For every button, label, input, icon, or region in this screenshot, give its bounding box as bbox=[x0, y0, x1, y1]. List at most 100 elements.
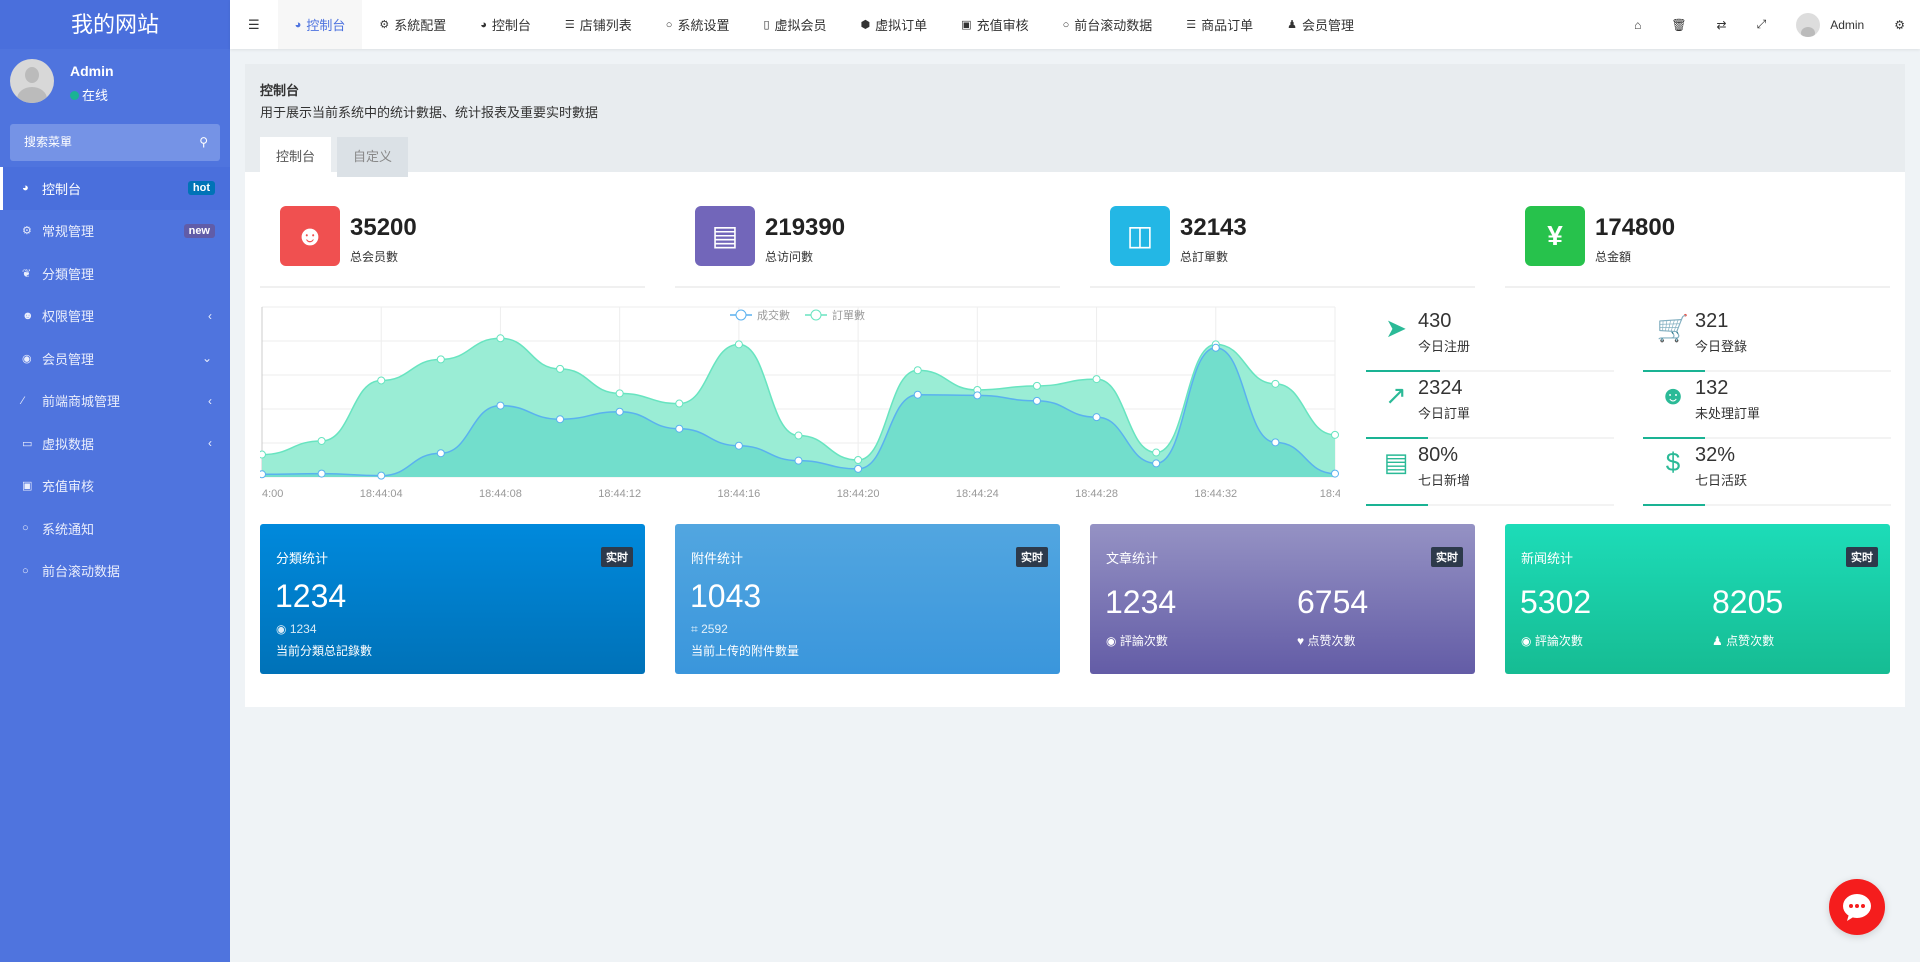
sidebar-item-label: 权限管理 bbox=[42, 309, 95, 325]
stat-card: ¥174800 总金額 bbox=[1505, 206, 1890, 288]
nav-tab-label: 虚拟订单 bbox=[875, 18, 928, 33]
nav-tab[interactable]: ▯ 虚拟会员 bbox=[746, 0, 843, 49]
series-area bbox=[262, 347, 1335, 477]
nav-tab[interactable]: ♟ 会员管理 bbox=[1270, 0, 1371, 49]
sidebar-item[interactable]: ☻ 权限管理 ‹ bbox=[0, 295, 230, 338]
data-point bbox=[556, 415, 565, 424]
sidebar-item-label: 系统通知 bbox=[42, 521, 95, 537]
mini-label: 今日訂單 bbox=[1418, 406, 1471, 421]
mini-stat: 🛒 321 今日登錄 bbox=[1643, 305, 1905, 372]
sidebar-item[interactable]: ⁄ 前端商城管理 ‹ bbox=[0, 380, 230, 423]
x-tick-label: 18:44:04 bbox=[360, 488, 403, 500]
nav-tab[interactable]: ☰ 商品订单 bbox=[1169, 0, 1270, 49]
data-point bbox=[556, 364, 565, 373]
chevron-icon[interactable]: ‹ bbox=[208, 308, 212, 323]
legend-marker bbox=[810, 309, 822, 321]
search-placeholder: 搜索菜單 bbox=[24, 135, 73, 149]
card-sub-value: 1234 bbox=[289, 622, 317, 636]
nav-tab[interactable]: ◕ 控制台 bbox=[463, 0, 548, 49]
x-tick-label: 18:44: bbox=[1320, 488, 1340, 500]
data-point bbox=[913, 366, 922, 375]
sidebar-item[interactable]: ◕ 控制台 hot bbox=[0, 167, 230, 210]
card-value: 6754 bbox=[1297, 584, 1369, 620]
nav-tab[interactable]: ▣ 充值审核 bbox=[944, 0, 1045, 49]
realtime-badge: 实时 bbox=[601, 547, 633, 567]
sidebar-item-label: 控制台 bbox=[42, 181, 82, 197]
home-icon[interactable]: ⌂ bbox=[1634, 17, 1642, 32]
chevron-icon[interactable]: ⌄ bbox=[201, 351, 212, 366]
summary-card: 文章统计 实时 1234 6754 ◉ 評論次數 ♥ 点赞次數 bbox=[1090, 524, 1475, 674]
card-title: 分類统计 bbox=[276, 551, 329, 566]
mini-stat: $32% 七日活跃 bbox=[1643, 439, 1905, 506]
area-chart: 4:00 18:44:04 18:44:08 18:44:12 18:44:16 18:4… bbox=[260, 306, 1340, 500]
trash-icon[interactable]: 🗑 bbox=[1671, 17, 1687, 32]
realtime-badge: 实时 bbox=[1846, 547, 1878, 567]
sidebar-item-label: 会员管理 bbox=[42, 351, 95, 367]
nav-tab[interactable]: ◕ 控制台 bbox=[277, 0, 363, 49]
nav-tab[interactable]: ☰ 店铺列表 bbox=[548, 0, 649, 49]
mini-stat: ↗ 2324 今日訂單 bbox=[1366, 372, 1628, 439]
chevron-icon[interactable]: ‹ bbox=[208, 436, 212, 451]
chevron-icon[interactable]: ‹ bbox=[208, 393, 212, 408]
data-point bbox=[260, 450, 266, 459]
data-point bbox=[973, 391, 982, 400]
x-tick-label: 18:44:08 bbox=[479, 488, 522, 500]
stat-value: 219390 bbox=[765, 214, 846, 241]
list-alt-icon: ▤ bbox=[1383, 447, 1409, 477]
dashboard-icon: ◕ bbox=[294, 18, 302, 31]
dollar-icon: $ bbox=[1665, 447, 1681, 477]
user-menu[interactable]: Admin bbox=[1781, 0, 1879, 49]
search-icon[interactable]: ⚲ bbox=[199, 135, 208, 149]
mini-label: 今日注册 bbox=[1418, 339, 1471, 354]
chat-button[interactable] bbox=[1829, 879, 1885, 935]
sidebar-item[interactable]: ○ 系统通知 bbox=[0, 507, 230, 550]
shopping-bag-icon: ◫ bbox=[1110, 206, 1170, 266]
sidebar-item[interactable]: ⚙ 常规管理 new bbox=[0, 210, 230, 253]
card-label: 評論次數 bbox=[1534, 634, 1583, 648]
sidebar-item-label: 前台滚动数据 bbox=[42, 564, 121, 580]
status-text: 在线 bbox=[82, 88, 109, 103]
data-point bbox=[377, 376, 386, 385]
data-point bbox=[317, 436, 326, 445]
stat-label: 总访问數 bbox=[765, 250, 814, 264]
menu-toggle-button[interactable]: ☰ bbox=[248, 16, 260, 32]
heart-icon: ♥ bbox=[1297, 634, 1305, 648]
nav-tab-label: 控制台 bbox=[306, 18, 346, 33]
nav-tab[interactable]: ○ 系統设置 bbox=[649, 0, 747, 49]
logo[interactable]: 我的网站 bbox=[0, 0, 230, 49]
translate-icon[interactable]: ⇄ bbox=[1716, 17, 1727, 32]
dashboard-icon: ◕ bbox=[480, 18, 487, 31]
user-circle-icon: ◉ bbox=[22, 352, 32, 365]
sidebar-item[interactable]: ◉ 会员管理 ⌄ bbox=[0, 337, 230, 380]
nav-tab[interactable]: ⬢ 虚拟订单 bbox=[844, 0, 945, 49]
mini-label: 今日登錄 bbox=[1695, 339, 1748, 354]
stat-value: 174800 bbox=[1595, 214, 1676, 241]
tab-dashboard[interactable]: 控制台 bbox=[260, 137, 332, 177]
data-point bbox=[1271, 379, 1280, 388]
sidebar-item[interactable]: ▭ 虚拟数据 ‹ bbox=[0, 422, 230, 465]
nav-tab[interactable]: ⚙ 系統配置 bbox=[362, 0, 463, 49]
menu-badge: new bbox=[183, 223, 215, 238]
nav-tab[interactable]: ○ 前台滚动数据 bbox=[1046, 0, 1170, 49]
avatar bbox=[10, 59, 54, 103]
menu-search-input[interactable]: 搜索菜單 ⚲ bbox=[10, 124, 220, 161]
fullscreen-icon[interactable]: ⤢ bbox=[1756, 17, 1767, 31]
nav-tab-label: 系統配置 bbox=[394, 18, 447, 33]
summary-card: 新闻统计 实时 5302 8205 ◉ 評論次數 ♟ 点赞次數 bbox=[1505, 524, 1890, 674]
users-icon: ☻ bbox=[280, 206, 340, 266]
nav-tab-label: 店铺列表 bbox=[579, 18, 632, 33]
data-point bbox=[1032, 396, 1041, 405]
progress-bar bbox=[1643, 437, 1891, 439]
mini-value: 2324 bbox=[1418, 377, 1463, 399]
mini-stat: ▤ 80% 七日新增 bbox=[1366, 439, 1628, 506]
mini-value: 80% bbox=[1418, 444, 1459, 466]
realtime-badge: 实时 bbox=[1431, 547, 1463, 567]
card-footer: 当前上传的附件數量 bbox=[691, 644, 800, 658]
cogs-icon[interactable]: ⚙ bbox=[1894, 17, 1905, 32]
sidebar-item[interactable]: ○ 前台滚动数据 bbox=[0, 550, 230, 593]
tab-custom[interactable]: 自定义 bbox=[337, 137, 409, 177]
card-label: 点赞次數 bbox=[1726, 634, 1775, 648]
sidebar-item[interactable]: ▣ 充值审核 bbox=[0, 465, 230, 508]
sidebar-item[interactable]: ❦ 分類管理 bbox=[0, 252, 230, 295]
page-description: 用于展示当前系统中的统计數据、统计报表及重要实时數据 bbox=[260, 105, 599, 120]
